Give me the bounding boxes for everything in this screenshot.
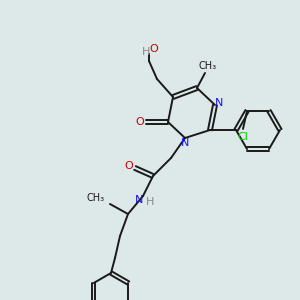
Text: N: N: [135, 195, 143, 205]
Text: N: N: [181, 138, 189, 148]
Text: Cl: Cl: [238, 132, 248, 142]
Text: O: O: [124, 161, 134, 171]
Text: N: N: [215, 98, 223, 108]
Text: H: H: [142, 47, 150, 57]
Text: O: O: [150, 44, 158, 54]
Text: CH₃: CH₃: [87, 193, 105, 203]
Text: CH₃: CH₃: [199, 61, 217, 71]
Text: O: O: [136, 117, 144, 127]
Text: H: H: [146, 197, 154, 207]
